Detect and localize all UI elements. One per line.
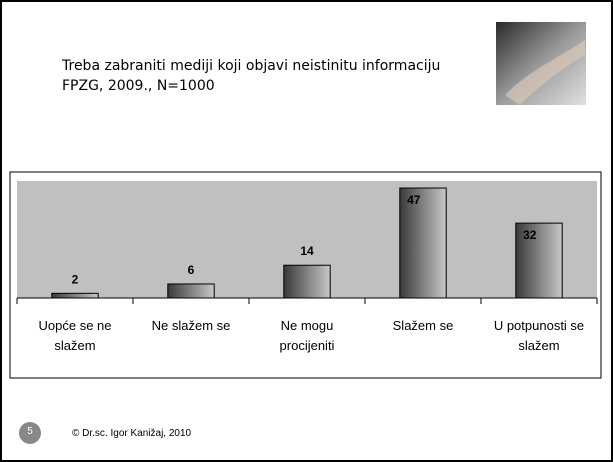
- photo-hands: [505, 40, 585, 105]
- x-tick-label: Uopće se ne slažem: [38, 318, 112, 353]
- bar: [167, 283, 215, 299]
- slide-number-circle: [19, 422, 41, 444]
- data-label: 14: [300, 244, 314, 258]
- chart-title: Treba zabraniti mediji koji objavi neist…: [62, 58, 441, 74]
- bar: [399, 187, 447, 299]
- data-label: 6: [188, 263, 195, 277]
- x-tick-label: Ne mogu procijeniti: [279, 318, 335, 353]
- x-tick-label: Slažem se: [392, 318, 454, 333]
- data-label: 2: [72, 272, 79, 286]
- x-tick-label: U potpunosti se slažem: [493, 318, 585, 353]
- x-tick-label: Ne slažem se: [151, 318, 231, 333]
- chart-subtitle: FPZG, 2009., N=1000: [62, 78, 215, 94]
- data-label: 32: [523, 228, 537, 242]
- bar: [515, 222, 563, 299]
- slide-number: 5: [27, 426, 33, 437]
- bar: [283, 264, 331, 299]
- data-label: 47: [407, 193, 421, 207]
- bar: [51, 292, 99, 299]
- footer-text: © Dr.sc. Igor Kanižaj, 2010: [72, 428, 192, 439]
